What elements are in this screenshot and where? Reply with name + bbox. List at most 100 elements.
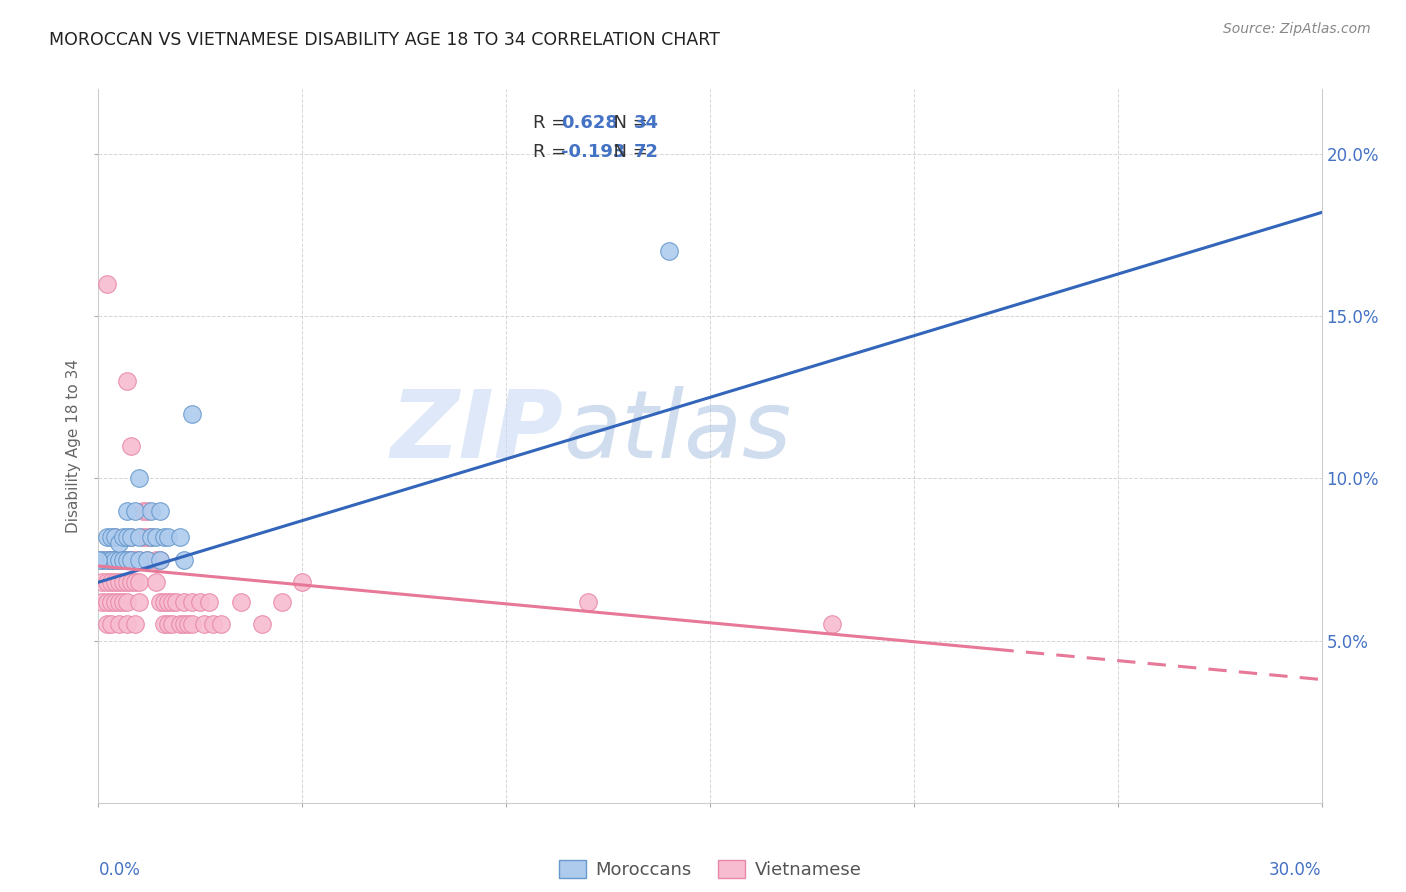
Point [149, 595, 172, 609]
Point [104, 595, 127, 609]
Text: N =: N = [602, 114, 654, 132]
Point [145, 552, 167, 566]
Point [108, 552, 131, 566]
Point [128, 552, 150, 566]
Point [96, 575, 118, 590]
Point [115, 575, 138, 590]
Point [160, 595, 183, 609]
Point [120, 530, 142, 544]
Point [136, 552, 159, 566]
Point [658, 244, 681, 259]
Point [100, 552, 122, 566]
Text: N =: N = [602, 143, 654, 161]
Text: 72: 72 [634, 143, 659, 161]
Point [165, 595, 187, 609]
Point [152, 595, 174, 609]
Point [145, 575, 167, 590]
Point [128, 471, 150, 485]
Point [576, 595, 599, 609]
Point [173, 552, 195, 566]
Point [181, 407, 204, 421]
Text: R =: R = [533, 143, 572, 161]
Point [120, 552, 142, 566]
Point [201, 617, 224, 632]
Point [156, 530, 179, 544]
Point [115, 504, 138, 518]
Point [152, 530, 174, 544]
Point [96, 617, 118, 632]
Text: MOROCCAN VS VIETNAMESE DISABILITY AGE 18 TO 34 CORRELATION CHART: MOROCCAN VS VIETNAMESE DISABILITY AGE 18… [49, 31, 720, 49]
Point [96, 595, 118, 609]
Point [270, 595, 294, 609]
Point [145, 530, 167, 544]
Point [128, 530, 150, 544]
Point [111, 575, 134, 590]
Point [108, 552, 131, 566]
Legend: Moroccans, Vietnamese: Moroccans, Vietnamese [551, 853, 869, 887]
Text: 30.0%: 30.0% [1270, 861, 1322, 880]
Point [128, 595, 150, 609]
Point [96, 552, 118, 566]
Point [120, 439, 142, 453]
Point [120, 552, 142, 566]
Point [136, 504, 159, 518]
Point [104, 530, 127, 544]
Point [91, 552, 114, 566]
Point [104, 575, 127, 590]
Point [96, 530, 118, 544]
Point [96, 277, 118, 291]
Point [160, 617, 183, 632]
Point [181, 617, 204, 632]
Y-axis label: Disability Age 18 to 34: Disability Age 18 to 34 [66, 359, 82, 533]
Point [104, 552, 127, 566]
Point [108, 575, 131, 590]
Text: Source: ZipAtlas.com: Source: ZipAtlas.com [1223, 22, 1371, 37]
Point [111, 552, 134, 566]
Point [169, 617, 191, 632]
Text: -0.193: -0.193 [561, 143, 626, 161]
Point [96, 552, 118, 566]
Point [100, 530, 122, 544]
Point [209, 617, 232, 632]
Point [104, 530, 127, 544]
Point [152, 617, 174, 632]
Text: ZIP: ZIP [391, 385, 564, 478]
Point [128, 575, 150, 590]
Point [193, 617, 215, 632]
Point [115, 530, 138, 544]
Text: 0.628: 0.628 [561, 114, 617, 132]
Point [173, 595, 195, 609]
Point [115, 595, 138, 609]
Point [181, 595, 204, 609]
Point [177, 617, 200, 632]
Point [100, 552, 122, 566]
Point [115, 617, 138, 632]
Point [156, 617, 179, 632]
Point [197, 595, 219, 609]
Point [115, 552, 138, 566]
Text: atlas: atlas [564, 386, 792, 477]
Point [124, 575, 146, 590]
Point [173, 617, 195, 632]
Text: 34: 34 [634, 114, 659, 132]
Point [108, 536, 131, 550]
Point [128, 552, 150, 566]
Point [124, 552, 146, 566]
Point [141, 530, 163, 544]
Point [111, 530, 134, 544]
Point [120, 530, 142, 544]
Point [188, 595, 212, 609]
Point [100, 552, 122, 566]
Point [115, 552, 138, 566]
Point [87, 552, 110, 566]
Point [250, 617, 273, 632]
Point [108, 595, 131, 609]
Point [132, 530, 155, 544]
Text: 0.0%: 0.0% [98, 861, 141, 880]
Point [111, 595, 134, 609]
Point [124, 504, 146, 518]
Point [132, 504, 155, 518]
Point [91, 575, 114, 590]
Point [141, 530, 163, 544]
Point [169, 530, 191, 544]
